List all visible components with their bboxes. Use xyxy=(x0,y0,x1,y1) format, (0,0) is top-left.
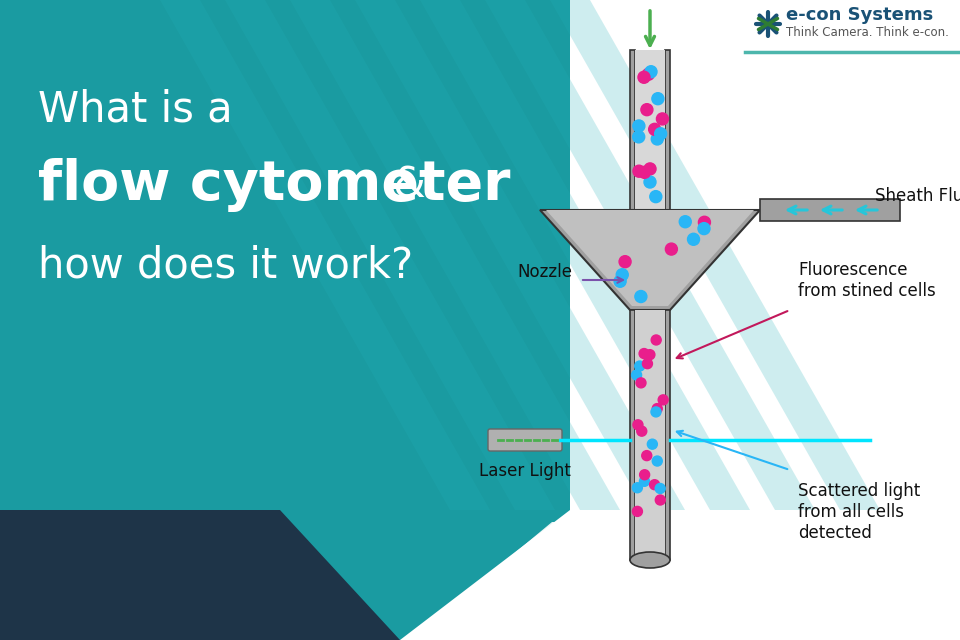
Circle shape xyxy=(647,439,658,449)
Bar xyxy=(760,199,900,221)
Circle shape xyxy=(633,506,642,516)
Circle shape xyxy=(633,131,645,143)
Circle shape xyxy=(638,71,650,83)
Circle shape xyxy=(644,163,656,175)
Circle shape xyxy=(633,165,645,177)
Circle shape xyxy=(698,223,710,235)
Circle shape xyxy=(638,166,651,179)
Circle shape xyxy=(651,133,663,145)
Circle shape xyxy=(687,234,700,245)
Bar xyxy=(665,50,670,210)
Circle shape xyxy=(635,361,645,371)
Text: Think Camera. Think e-con.: Think Camera. Think e-con. xyxy=(786,26,948,40)
Text: Laser Light: Laser Light xyxy=(479,462,571,480)
Ellipse shape xyxy=(630,552,670,568)
Polygon shape xyxy=(550,0,880,510)
Circle shape xyxy=(632,370,641,380)
Polygon shape xyxy=(160,0,490,510)
Polygon shape xyxy=(0,510,400,640)
Bar xyxy=(665,310,670,560)
Circle shape xyxy=(650,191,661,203)
Polygon shape xyxy=(290,0,620,510)
Circle shape xyxy=(652,404,662,413)
Circle shape xyxy=(651,335,661,345)
Circle shape xyxy=(659,395,668,405)
Text: Fluorescence
from stined cells: Fluorescence from stined cells xyxy=(798,261,936,300)
Circle shape xyxy=(636,378,646,388)
Polygon shape xyxy=(546,210,754,306)
Circle shape xyxy=(633,120,645,132)
Circle shape xyxy=(655,128,666,140)
Circle shape xyxy=(639,470,650,480)
Text: Nozzle: Nozzle xyxy=(517,263,572,281)
Circle shape xyxy=(636,426,647,436)
Circle shape xyxy=(680,216,691,228)
Bar xyxy=(635,310,665,560)
Circle shape xyxy=(639,349,649,358)
Polygon shape xyxy=(225,0,555,510)
Circle shape xyxy=(699,216,710,228)
Circle shape xyxy=(656,495,665,505)
Text: e-con Systems: e-con Systems xyxy=(786,6,933,24)
Circle shape xyxy=(665,243,678,255)
Text: Scattered light
from all cells
detected: Scattered light from all cells detected xyxy=(798,482,921,541)
Polygon shape xyxy=(410,522,570,640)
Circle shape xyxy=(639,476,650,486)
Circle shape xyxy=(641,104,653,116)
Bar xyxy=(630,310,635,560)
Bar xyxy=(745,0,960,50)
Circle shape xyxy=(655,483,665,493)
Polygon shape xyxy=(420,0,750,510)
Circle shape xyxy=(642,68,655,80)
Circle shape xyxy=(651,407,661,417)
Circle shape xyxy=(641,451,652,461)
Circle shape xyxy=(657,113,668,125)
Text: What is a: What is a xyxy=(38,89,232,131)
Polygon shape xyxy=(0,0,570,640)
Text: how does it work?: how does it work? xyxy=(38,244,413,286)
Circle shape xyxy=(619,256,631,268)
Circle shape xyxy=(645,349,655,360)
Polygon shape xyxy=(540,210,760,310)
Polygon shape xyxy=(485,0,815,510)
Circle shape xyxy=(614,275,626,287)
Text: &: & xyxy=(380,164,425,206)
Circle shape xyxy=(616,269,628,281)
Circle shape xyxy=(644,176,656,188)
Circle shape xyxy=(649,124,660,135)
Text: flow cytometer: flow cytometer xyxy=(38,158,511,212)
Circle shape xyxy=(650,480,660,490)
Polygon shape xyxy=(355,0,685,510)
Circle shape xyxy=(642,358,653,369)
Circle shape xyxy=(635,291,647,303)
Circle shape xyxy=(652,93,664,105)
FancyBboxPatch shape xyxy=(488,429,562,451)
Bar xyxy=(630,50,635,210)
Text: Sheath Fluid: Sheath Fluid xyxy=(875,187,960,205)
Circle shape xyxy=(633,483,642,493)
Circle shape xyxy=(633,420,643,430)
Circle shape xyxy=(645,66,657,77)
Polygon shape xyxy=(445,568,570,640)
Bar xyxy=(635,50,665,210)
Circle shape xyxy=(652,456,662,466)
